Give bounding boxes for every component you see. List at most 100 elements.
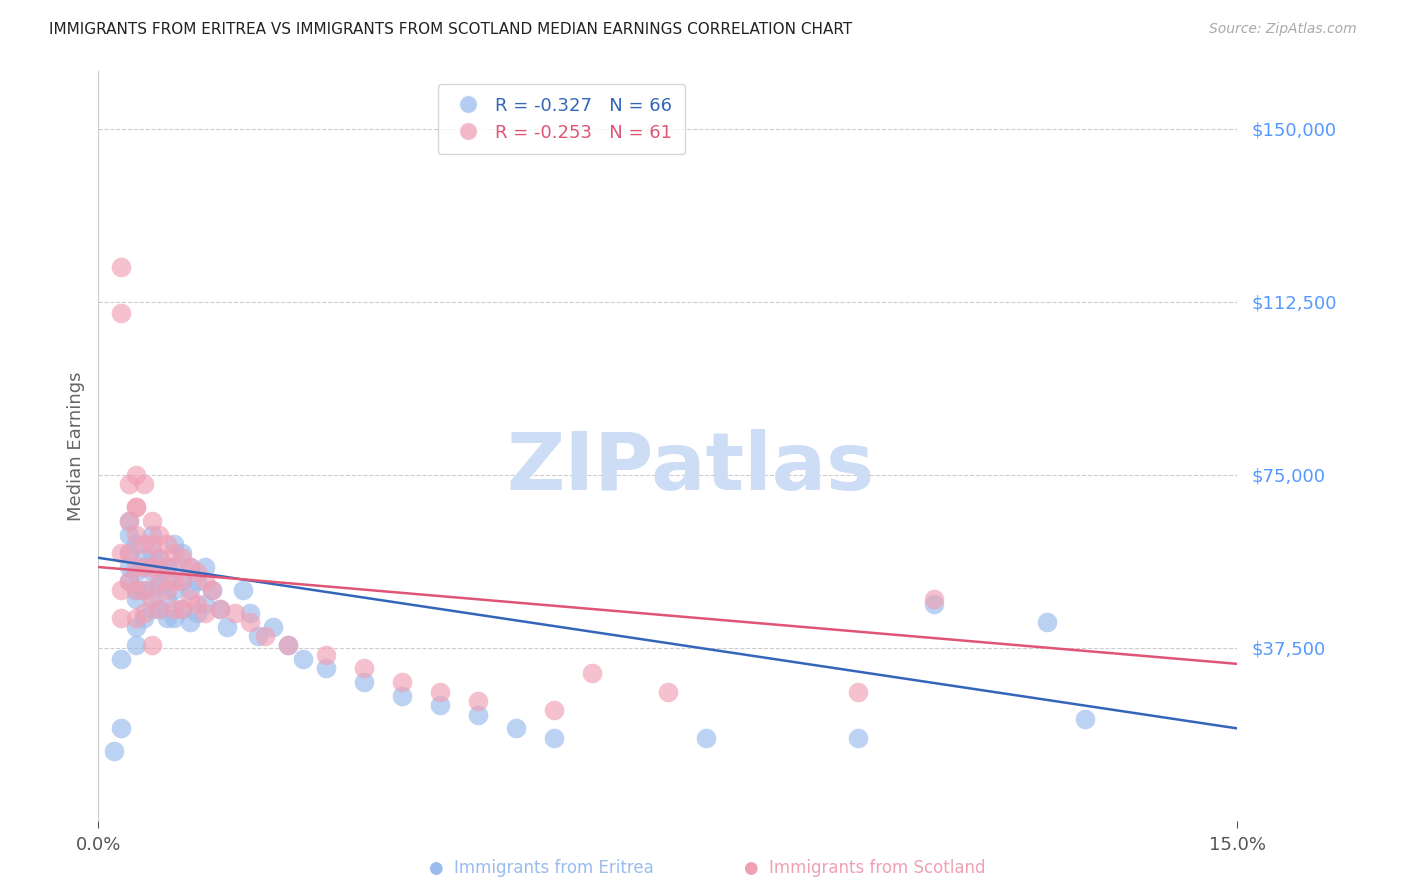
Point bbox=[141, 560, 163, 574]
Point bbox=[391, 675, 413, 690]
Point bbox=[156, 583, 179, 598]
Point bbox=[118, 514, 141, 528]
Point bbox=[695, 731, 717, 745]
Point bbox=[125, 500, 148, 514]
Point bbox=[277, 639, 299, 653]
Point bbox=[141, 565, 163, 579]
Point bbox=[132, 611, 155, 625]
Point bbox=[239, 606, 262, 620]
Point bbox=[179, 592, 201, 607]
Point bbox=[132, 583, 155, 598]
Point bbox=[125, 592, 148, 607]
Point bbox=[179, 583, 201, 598]
Point bbox=[132, 583, 155, 598]
Y-axis label: Median Earnings: Median Earnings bbox=[66, 371, 84, 521]
Point bbox=[110, 260, 132, 275]
Text: ●  Immigrants from Scotland: ● Immigrants from Scotland bbox=[744, 859, 986, 877]
Point bbox=[148, 574, 170, 588]
Point bbox=[170, 574, 193, 588]
Point bbox=[277, 639, 299, 653]
Point bbox=[118, 560, 141, 574]
Point bbox=[208, 601, 231, 615]
Point bbox=[194, 574, 217, 588]
Point bbox=[148, 528, 170, 542]
Point bbox=[186, 597, 208, 611]
Point bbox=[505, 722, 527, 736]
Point bbox=[163, 583, 186, 598]
Point bbox=[194, 597, 217, 611]
Point bbox=[110, 611, 132, 625]
Point bbox=[163, 560, 186, 574]
Point bbox=[125, 528, 148, 542]
Point bbox=[186, 606, 208, 620]
Point bbox=[246, 629, 269, 643]
Point bbox=[141, 601, 163, 615]
Point bbox=[110, 652, 132, 666]
Point bbox=[194, 560, 217, 574]
Point bbox=[186, 565, 208, 579]
Point bbox=[125, 583, 148, 598]
Text: IMMIGRANTS FROM ERITREA VS IMMIGRANTS FROM SCOTLAND MEDIAN EARNINGS CORRELATION : IMMIGRANTS FROM ERITREA VS IMMIGRANTS FR… bbox=[49, 22, 852, 37]
Point bbox=[156, 592, 179, 607]
Point bbox=[156, 537, 179, 551]
Point bbox=[132, 537, 155, 551]
Point bbox=[118, 528, 141, 542]
Point bbox=[201, 583, 224, 598]
Point bbox=[922, 592, 945, 607]
Point bbox=[194, 606, 217, 620]
Point bbox=[148, 601, 170, 615]
Point bbox=[141, 583, 163, 598]
Point bbox=[118, 574, 141, 588]
Point bbox=[163, 546, 186, 560]
Point bbox=[217, 620, 239, 634]
Point bbox=[1036, 615, 1059, 630]
Point bbox=[125, 537, 148, 551]
Point bbox=[846, 684, 869, 698]
Point bbox=[125, 620, 148, 634]
Text: ●  Immigrants from Eritrea: ● Immigrants from Eritrea bbox=[429, 859, 654, 877]
Point bbox=[254, 629, 277, 643]
Point bbox=[315, 661, 337, 675]
Point bbox=[208, 601, 231, 615]
Point bbox=[543, 731, 565, 745]
Point bbox=[429, 698, 451, 713]
Legend: R = -0.327   N = 66, R = -0.253   N = 61: R = -0.327 N = 66, R = -0.253 N = 61 bbox=[437, 84, 685, 154]
Point bbox=[353, 661, 375, 675]
Point bbox=[118, 546, 141, 560]
Point bbox=[118, 546, 141, 560]
Point bbox=[132, 606, 155, 620]
Point bbox=[239, 615, 262, 630]
Point bbox=[141, 528, 163, 542]
Point bbox=[315, 648, 337, 662]
Point bbox=[170, 574, 193, 588]
Point bbox=[110, 583, 132, 598]
Point bbox=[467, 707, 489, 722]
Point bbox=[922, 597, 945, 611]
Point bbox=[110, 546, 132, 560]
Point bbox=[353, 675, 375, 690]
Point bbox=[163, 611, 186, 625]
Point bbox=[156, 574, 179, 588]
Point bbox=[179, 615, 201, 630]
Point bbox=[148, 560, 170, 574]
Point bbox=[224, 606, 246, 620]
Point bbox=[179, 560, 201, 574]
Point bbox=[292, 652, 315, 666]
Point bbox=[125, 467, 148, 482]
Point bbox=[232, 583, 254, 598]
Point bbox=[156, 611, 179, 625]
Point bbox=[125, 500, 148, 514]
Point bbox=[201, 583, 224, 598]
Point bbox=[846, 731, 869, 745]
Point bbox=[170, 601, 193, 615]
Point bbox=[132, 477, 155, 491]
Point bbox=[125, 639, 148, 653]
Text: ZIPatlas: ZIPatlas bbox=[506, 429, 875, 508]
Point bbox=[467, 694, 489, 708]
Point bbox=[170, 550, 193, 565]
Point bbox=[125, 611, 148, 625]
Point bbox=[170, 546, 193, 560]
Point bbox=[125, 583, 148, 598]
Point bbox=[118, 574, 141, 588]
Point bbox=[141, 546, 163, 560]
